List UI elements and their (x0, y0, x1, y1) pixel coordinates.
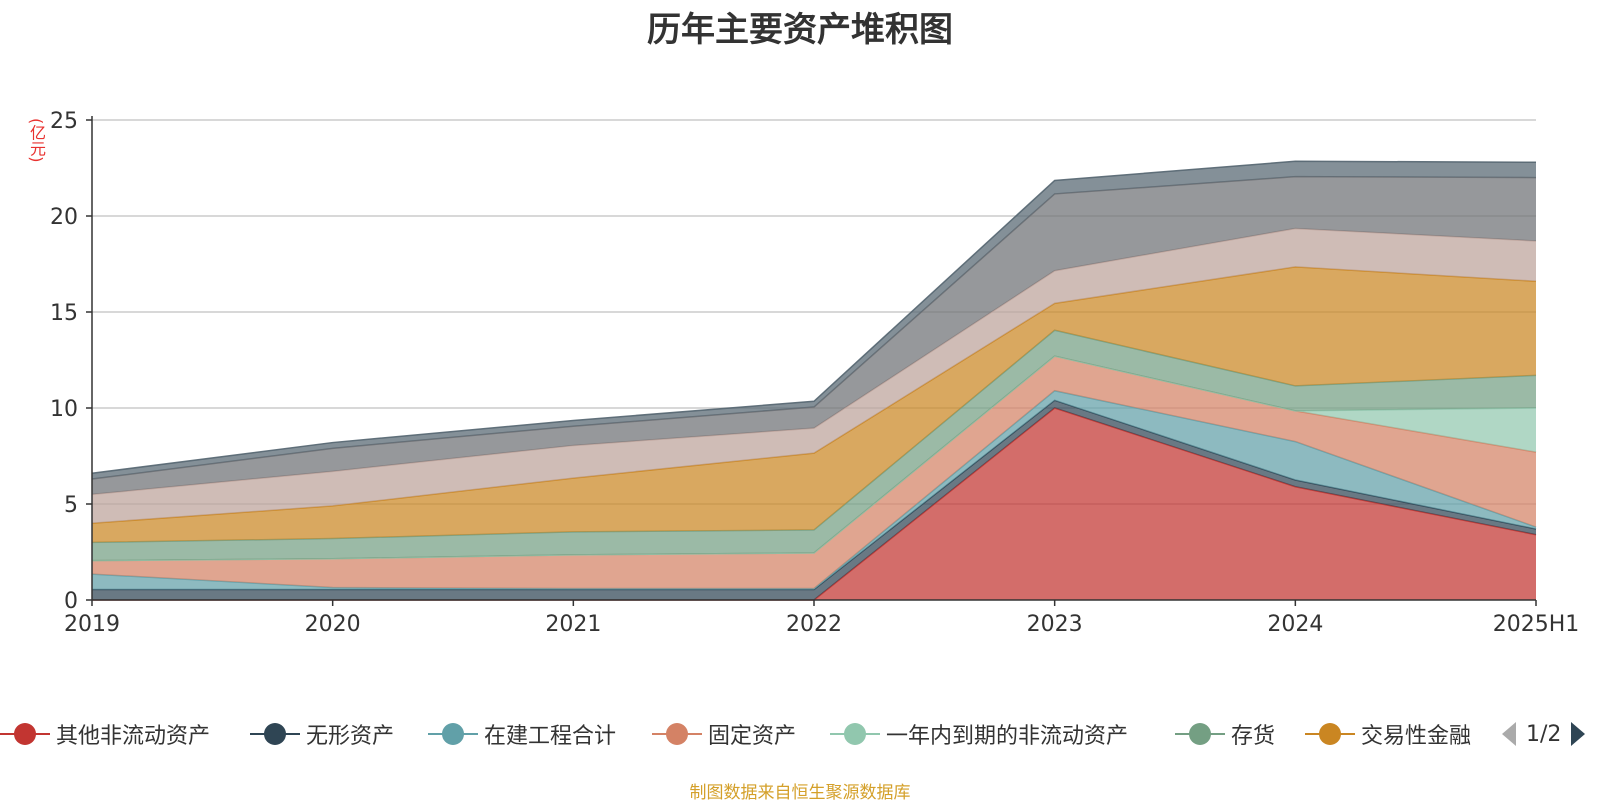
circle-marker-icon (428, 721, 478, 747)
legend-label: 固定资产 (708, 718, 796, 750)
next-page-icon[interactable] (1569, 720, 1587, 748)
legend-label: 其他非流动资产 (56, 718, 210, 750)
y-tick-label: 15 (50, 301, 78, 326)
legend-label: 存货 (1231, 718, 1275, 750)
legend-page-indicator: 1/2 (1526, 722, 1561, 747)
legend-item[interactable]: 无形资产 (250, 714, 394, 754)
legend-item[interactable]: 在建工程合计 (428, 714, 616, 754)
x-tick-label: 2019 (64, 612, 120, 637)
legend-item[interactable]: 存货 (1175, 714, 1275, 754)
legend-item[interactable]: 其他非流动资产 (0, 714, 210, 754)
chart-legend: 其他非流动资产 无形资产 在建工程合计 固定资产 一年内到期的非流动资产 存货 交易性金融 (0, 714, 1600, 754)
x-tick-label: 2023 (1027, 612, 1083, 637)
legend-pager: 1/2 (1500, 714, 1600, 754)
legend-item[interactable]: 交易性金融 (1305, 714, 1471, 754)
legend-item[interactable]: 固定资产 (652, 714, 796, 754)
x-tick-label: 2022 (786, 612, 842, 637)
x-tick-label: 2021 (545, 612, 601, 637)
circle-marker-icon (0, 721, 50, 747)
y-tick-label: 20 (50, 205, 78, 230)
legend-item[interactable]: 一年内到期的非流动资产 (830, 714, 1128, 754)
circle-marker-icon (1175, 721, 1225, 747)
circle-marker-icon (250, 721, 300, 747)
x-tick-label: 2020 (305, 612, 361, 637)
prev-page-icon[interactable] (1500, 720, 1518, 748)
circle-marker-icon (1305, 721, 1355, 747)
legend-label: 交易性金融 (1361, 718, 1471, 750)
legend-label: 在建工程合计 (484, 718, 616, 750)
legend-label: 一年内到期的非流动资产 (886, 718, 1128, 750)
x-tick-label: 2024 (1267, 612, 1323, 637)
y-tick-label: 0 (64, 589, 78, 614)
y-tick-label: 10 (50, 397, 78, 422)
circle-marker-icon (830, 721, 880, 747)
y-tick-label: 25 (50, 109, 78, 134)
legend-label: 无形资产 (306, 718, 394, 750)
circle-marker-icon (652, 721, 702, 747)
x-tick-label: 2025H1 (1493, 612, 1580, 637)
y-tick-label: 5 (64, 493, 78, 518)
data-source-note: 制图数据来自恒生聚源数据库 (0, 778, 1600, 803)
